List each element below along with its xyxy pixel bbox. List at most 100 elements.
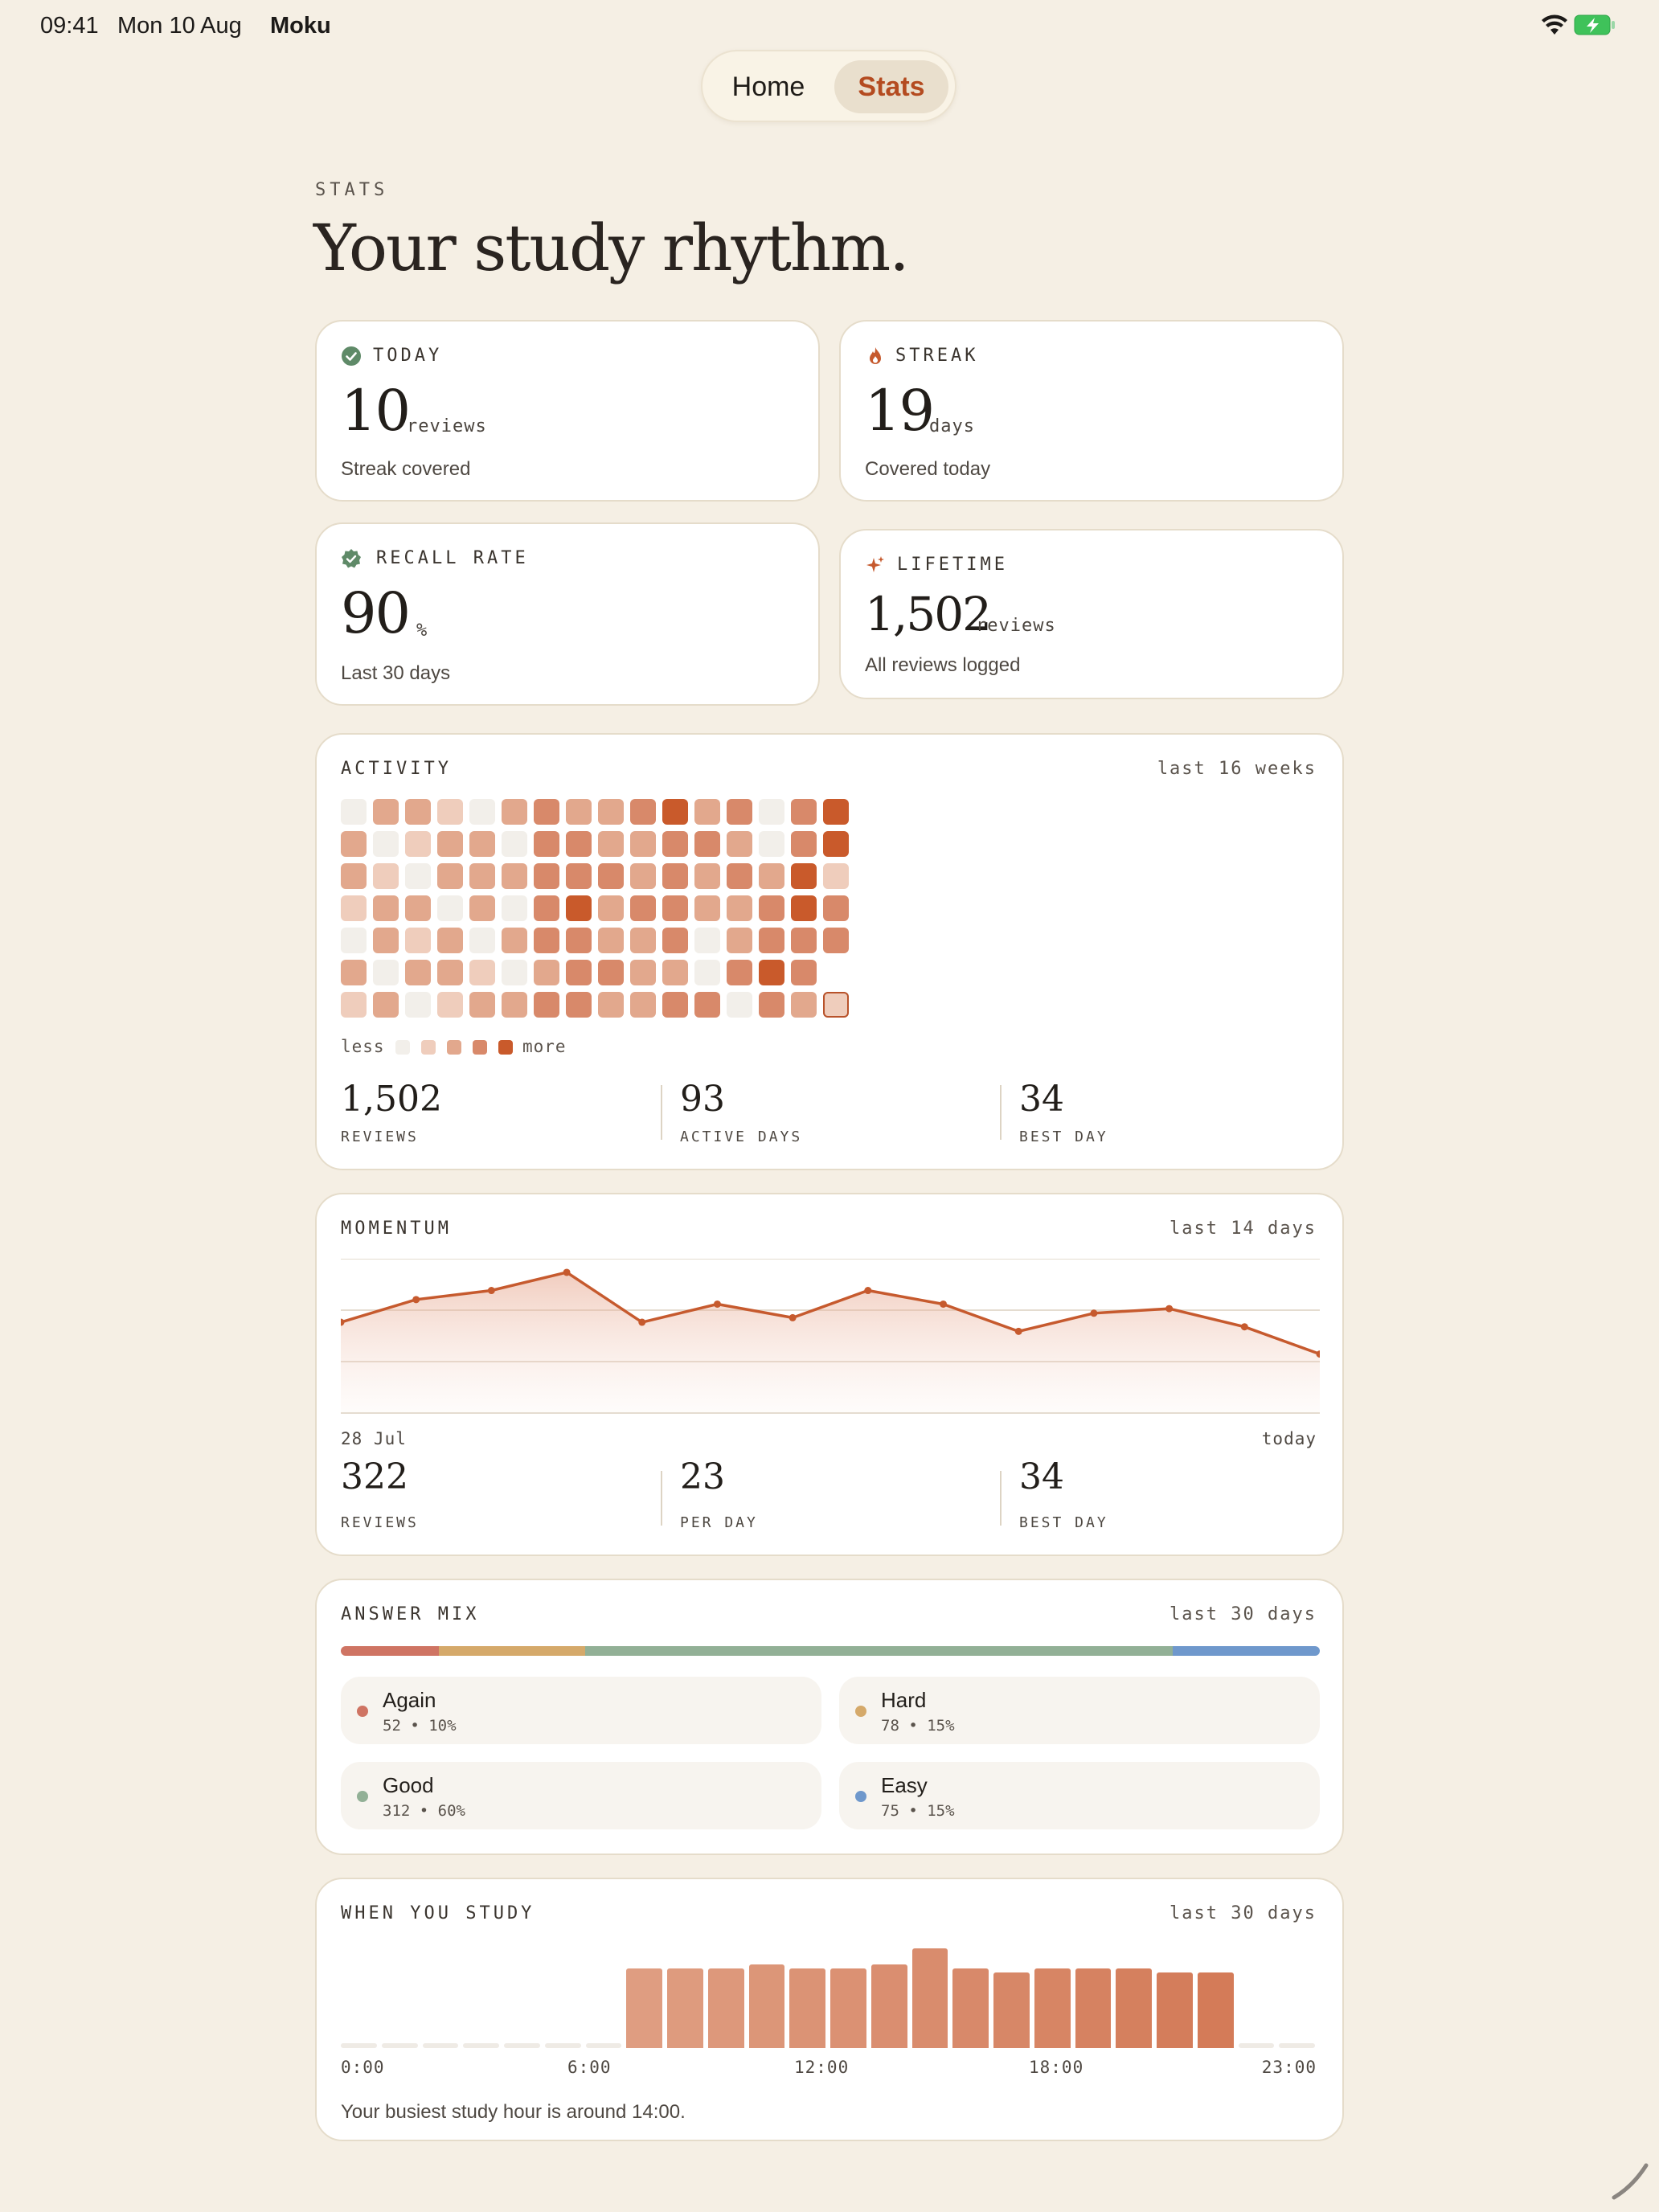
momentum-point [412,1296,420,1304]
hour-bar [585,2043,622,2048]
hour-tick-12: 12:00 [794,2058,850,2077]
heatmap-cell [373,960,399,985]
heatmap-cell [341,799,367,825]
activity-heatmap [341,799,855,1024]
heatmap-cell [341,831,367,857]
heatmap-cell [341,992,367,1018]
answer-mix-segment [438,1646,586,1656]
status-bar: 09:41 Mon 10 Aug Moku [0,0,1659,51]
heatmap-cell [598,895,624,921]
hour-bar [748,1964,785,2048]
today-unit: reviews [407,416,487,436]
hour-bar [504,2043,540,2048]
heatmap-cell [469,992,495,1018]
hour-bar [1075,1968,1112,2048]
hour-bar [463,2043,500,2048]
tab-home[interactable]: Home [731,72,805,102]
heatmap-cell [566,799,592,825]
lifetime-subtitle: All reviews logged [865,654,1021,676]
good-name: Good [383,1773,434,1797]
heatmap-cell [630,960,656,985]
status-app-name: Moku [270,13,331,39]
momentum-point [487,1287,495,1295]
answer-mix-bar [341,1646,1320,1656]
heatmap-cell [759,992,784,1018]
heatmap-cell [791,928,817,953]
heatmap-cell [823,799,849,825]
heatmap-cell [759,863,784,889]
heatmap-cell [373,799,399,825]
heatmap-cell [759,960,784,985]
tab-stats[interactable]: Stats [834,60,948,113]
heatmap-cell [598,992,624,1018]
heatmap-cell [373,895,399,921]
heatmap-cell [694,863,720,889]
heatmap-cell [534,960,559,985]
heatmap-cell [662,960,688,985]
momentum-point [864,1287,872,1295]
recall-subtitle: Last 30 days [341,662,451,684]
hour-bar [870,1964,907,2048]
legend-level-cell [395,1040,410,1055]
momentum-card: MOMENTUM last 14 days 28 Jul today 322 R… [315,1193,1344,1556]
heatmap-cell [823,928,849,953]
momentum-label: MOMENTUM [341,1219,452,1239]
hour-bar [341,2043,377,2048]
heatmap-cell [373,831,399,857]
momentum-area [341,1272,1320,1413]
today-label: TODAY [373,346,443,366]
stat-divider [1000,1471,1002,1526]
hour-tick-0: 0:00 [341,2058,385,2077]
hard-stat: 78 • 15% [881,1717,955,1735]
heatmap-cell [405,960,431,985]
heatmap-cell [727,992,752,1018]
momentum-x-start: 28 Jul [341,1429,407,1448]
heatmap-cell [437,863,463,889]
heatmap-cell [437,928,463,953]
activity-best-day-value: 34 [1019,1079,1064,1120]
heatmap-cell [373,863,399,889]
answer-mix-card: ANSWER MIX last 30 days Again 52 • 10% H… [315,1579,1344,1855]
hour-bar [1279,2043,1316,2048]
heatmap-cell [630,863,656,889]
heatmap-cell [791,831,817,857]
momentum-point [1240,1323,1248,1331]
heatmap-cell [759,928,784,953]
hard-name: Hard [881,1688,927,1712]
hour-bar [952,1968,989,2048]
momentum-point [1090,1309,1098,1317]
heatmap-cell [469,799,495,825]
pencil-hint-icon [1612,2163,1649,2200]
heatmap-cell [405,992,431,1018]
heatmap-cell [759,895,784,921]
heatmap-cell [662,928,688,953]
when-you-study-card: WHEN YOU STUDY last 30 days 0:00 6:00 12… [315,1878,1344,2141]
flame-icon [870,347,881,364]
busiest-hour-summary: Your busiest study hour is around 14:00. [341,2101,686,2123]
today-card: TODAY 10 reviews Streak covered [315,320,820,502]
activity-label: ACTIVITY [341,759,452,779]
heatmap-cell [598,928,624,953]
recall-card: RECALL RATE 90 % Last 30 days [315,522,820,706]
heatmap-cell [502,895,527,921]
easy-color-dot [855,1791,866,1802]
lifetime-unit: reviews [976,616,1056,636]
heatmap-cell [694,992,720,1018]
heatmap-cell [437,799,463,825]
heatmap-cell [727,895,752,921]
heatmap-cell [823,831,849,857]
heatmap-cell [823,863,849,889]
heatmap-cell [662,992,688,1018]
hour-tick-6: 6:00 [567,2058,612,2077]
heatmap-cell [502,992,527,1018]
heatmap-cell [791,992,817,1018]
today-value: 10 [341,378,411,444]
heatmap-cell [694,960,720,985]
lifetime-label: LIFETIME [897,555,1008,575]
heatmap-cell [405,799,431,825]
hour-bar [993,1972,1030,2048]
lifetime-value: 1,502 [865,587,992,641]
heatmap-cell [534,831,559,857]
heatmap-cell [630,895,656,921]
heatmap-cell [534,895,559,921]
